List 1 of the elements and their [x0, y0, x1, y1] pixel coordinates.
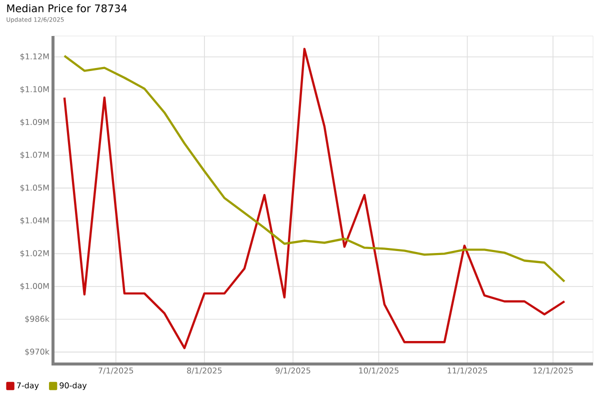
chart-title: Median Price for 78734 [7, 4, 127, 12]
